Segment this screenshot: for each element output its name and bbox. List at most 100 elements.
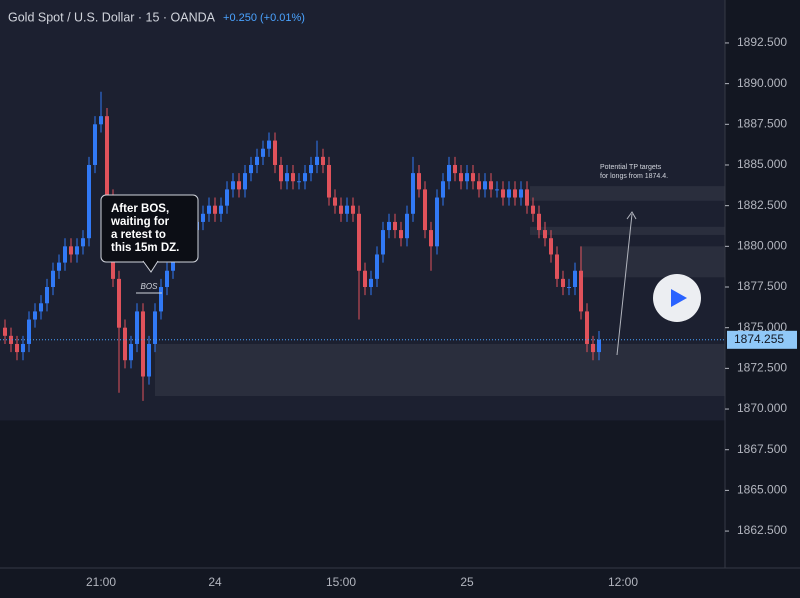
candle-body <box>381 230 385 255</box>
zone <box>530 186 725 201</box>
candle-body <box>555 254 559 279</box>
candle-body <box>489 181 493 190</box>
candle-body <box>129 343 133 361</box>
zone <box>530 226 725 235</box>
candle-body <box>327 164 331 198</box>
candle-body <box>123 327 127 361</box>
candle-body <box>279 164 283 182</box>
y-tick-label: 1867.500 <box>737 442 787 456</box>
candle-body <box>273 140 277 165</box>
candle-body <box>243 173 247 190</box>
y-tick-label: 1862.500 <box>737 523 787 537</box>
play-icon[interactable] <box>671 289 687 307</box>
candle-body <box>15 343 19 353</box>
callout-pointer <box>142 260 159 273</box>
candle-body <box>429 230 433 247</box>
candle-body <box>303 173 307 182</box>
tp-arrow <box>616 213 633 356</box>
candle-body <box>393 221 397 231</box>
candle-body <box>579 270 583 312</box>
candle-body <box>333 197 337 206</box>
candle-body <box>171 254 175 271</box>
candle-body <box>549 238 553 255</box>
candle-body <box>447 164 451 182</box>
candle-body <box>573 270 577 288</box>
candle-body <box>237 181 241 190</box>
candle-body <box>495 189 499 191</box>
candle-body <box>165 270 169 288</box>
candle-body <box>51 270 55 288</box>
candle-body <box>417 173 421 190</box>
candle-body <box>531 205 535 214</box>
candle-body <box>117 278 121 328</box>
candle-body <box>483 181 487 190</box>
x-tick-label: 21:00 <box>86 575 116 589</box>
candle-body <box>399 230 403 239</box>
candle-body <box>513 189 517 198</box>
candle-body <box>321 156 325 165</box>
candle-body <box>453 164 457 174</box>
candle-body <box>345 205 349 214</box>
tp-note: Potential TP targets for longs from 1874.… <box>600 164 668 180</box>
candle-body <box>39 303 43 312</box>
candle-body <box>369 278 373 288</box>
candle-body <box>207 205 211 214</box>
candle-body <box>75 246 79 255</box>
candle-body <box>45 287 49 304</box>
candle-body <box>471 173 475 182</box>
candle-body <box>525 189 529 206</box>
callout-line: this 15m DZ. <box>111 242 179 254</box>
y-tick-label: 1887.500 <box>737 116 787 130</box>
candle-body <box>285 173 289 182</box>
y-tick-label: 1872.500 <box>737 361 787 375</box>
candle-body <box>105 116 109 198</box>
candle-body <box>21 343 25 353</box>
candle-body <box>537 213 541 231</box>
y-tick-label: 1865.000 <box>737 483 787 497</box>
candle-body <box>567 287 571 289</box>
y-tick-label: 1870.000 <box>737 401 787 415</box>
candle-body <box>87 164 91 239</box>
candle-body <box>315 156 319 165</box>
candle-body <box>159 287 163 312</box>
candle-body <box>9 335 13 344</box>
candle-body <box>141 311 145 377</box>
play-button[interactable] <box>653 274 701 322</box>
candle-body <box>351 205 355 214</box>
candle-body <box>81 238 85 247</box>
y-tick-label: 1882.500 <box>737 198 787 212</box>
x-tick-label: 12:00 <box>608 575 638 589</box>
tp-note-line: for longs from 1874.4. <box>600 173 668 180</box>
candle-body <box>225 189 229 206</box>
candle-body <box>249 164 253 174</box>
callout-line: After BOS, <box>111 203 169 215</box>
candle-body <box>477 181 481 190</box>
candle-body <box>3 327 7 336</box>
y-tick-label: 1877.500 <box>737 279 787 293</box>
y-tick-label: 1890.000 <box>737 76 787 90</box>
candle-body <box>561 278 565 288</box>
candle-body <box>33 311 37 320</box>
candle-body <box>27 319 31 344</box>
candle-body <box>465 173 469 182</box>
tp-arrow-head <box>626 211 637 220</box>
x-tick-label: 15:00 <box>326 575 356 589</box>
y-tick-label: 1880.000 <box>737 239 787 253</box>
candle-body <box>459 173 463 182</box>
candle-body <box>411 173 415 214</box>
candles <box>0 91 725 401</box>
candle-body <box>93 124 97 165</box>
candle-body <box>261 148 265 157</box>
candle-body <box>255 156 259 165</box>
candle-body <box>501 189 505 198</box>
zones <box>0 0 725 421</box>
candle-body <box>219 205 223 214</box>
candle-body <box>585 311 589 344</box>
candle-body <box>441 181 445 198</box>
y-tick-label: 1885.000 <box>737 157 787 171</box>
candle-body <box>231 181 235 190</box>
candle-body <box>357 213 361 271</box>
x-tick-label: 25 <box>460 575 474 589</box>
